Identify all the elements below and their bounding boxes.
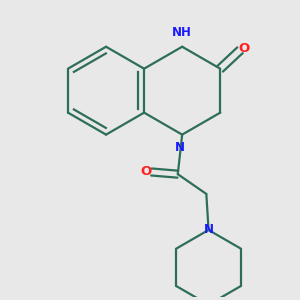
- Text: O: O: [140, 166, 151, 178]
- Text: N: N: [175, 141, 185, 154]
- Text: O: O: [238, 41, 249, 55]
- Text: N: N: [203, 224, 214, 236]
- Text: NH: NH: [172, 26, 192, 39]
